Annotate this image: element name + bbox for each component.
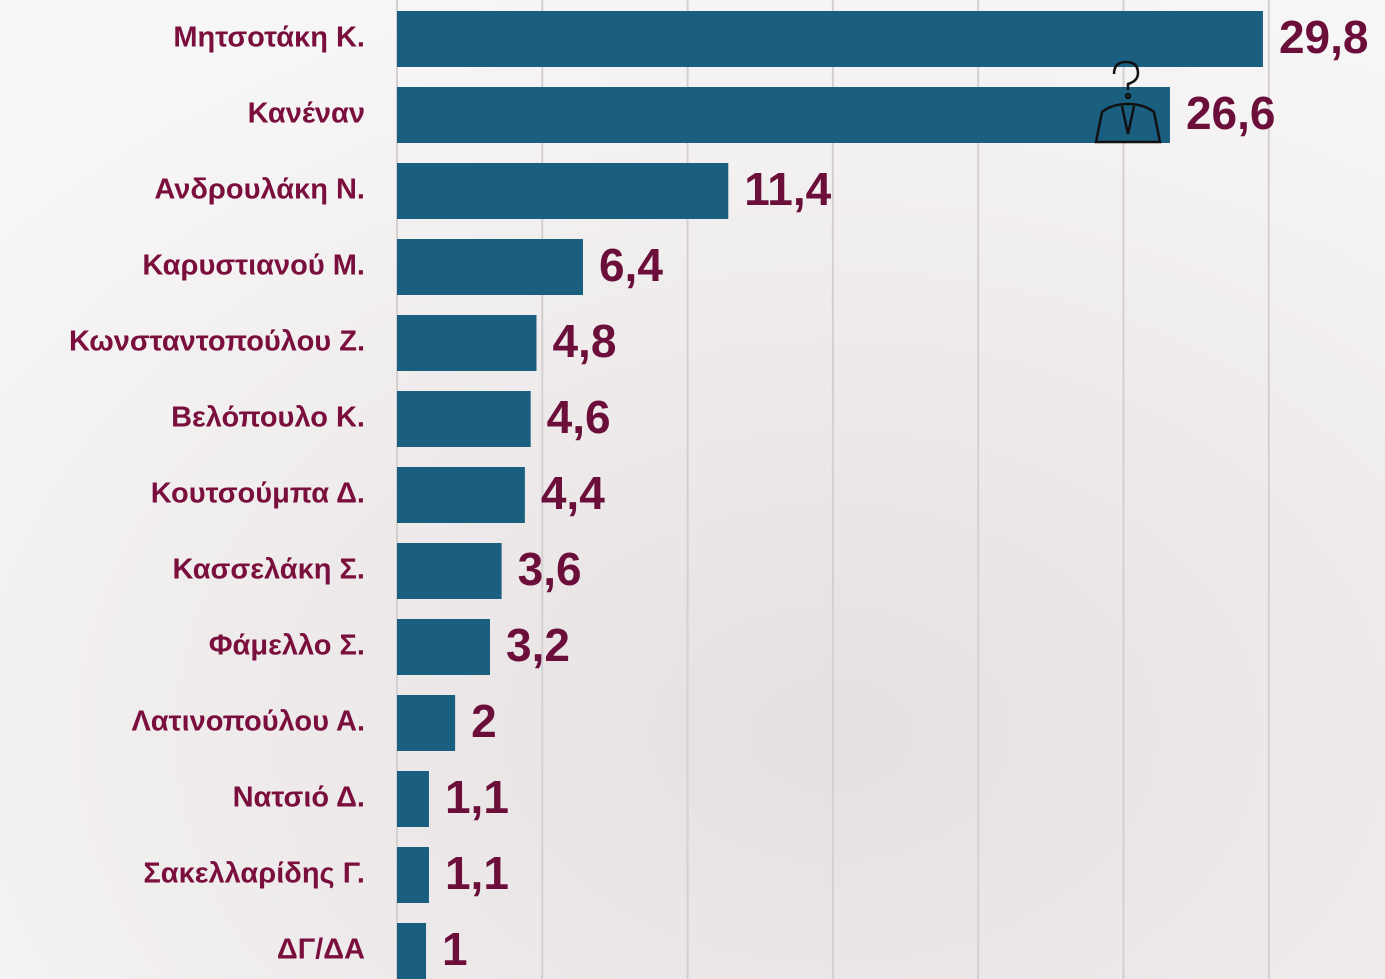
value-label: 26,6 [1186, 87, 1276, 139]
category-label: Κωνσταντοπούλου Ζ. [69, 326, 365, 358]
value-label: 29,8 [1279, 11, 1369, 63]
value-label: 4,4 [541, 467, 605, 519]
bar [397, 11, 1263, 67]
value-label: 4,6 [547, 391, 611, 443]
bar [397, 467, 525, 523]
value-label: 1,1 [445, 847, 509, 899]
value-label: 3,6 [518, 543, 582, 595]
category-label: Νατσιό Δ. [233, 782, 365, 814]
bar [397, 771, 429, 827]
bar [397, 87, 1170, 143]
bar [397, 543, 502, 599]
bar [397, 847, 429, 903]
category-label: Καρυστιανού Μ. [142, 250, 365, 282]
category-label: Κουτσούμπα Δ. [151, 478, 365, 510]
bar [397, 619, 490, 675]
bar [397, 391, 531, 447]
bar [397, 163, 728, 219]
bar [397, 923, 426, 979]
category-label: Κασσελάκη Σ. [172, 554, 365, 586]
bar [397, 695, 455, 751]
value-label: 6,4 [599, 239, 663, 291]
value-label: 3,2 [506, 619, 570, 671]
category-label: Μητσοτάκη Κ. [173, 22, 365, 54]
category-label: ΔΓ/ΔΑ [277, 934, 365, 966]
value-label: 1,1 [445, 771, 509, 823]
category-label: Σακελλαρίδης Γ. [143, 858, 365, 890]
category-label: Βελόπουλο Κ. [171, 402, 365, 434]
value-label: 1 [442, 923, 468, 975]
value-label: 11,4 [744, 163, 831, 215]
category-label: Φάμελλο Σ. [209, 630, 365, 662]
chart: Μητσοτάκη Κ. 29,8 Κανέναν 26,6 Ανδρουλάκη Ν.… [0, 0, 1385, 979]
category-label: Λατινοπούλου Α. [131, 706, 365, 738]
value-label: 4,8 [552, 315, 616, 367]
bar [397, 315, 536, 371]
value-label: 2 [471, 695, 497, 747]
category-label: Ανδρουλάκη Ν. [154, 174, 365, 206]
category-label: Κανέναν [248, 98, 365, 130]
bar [397, 239, 583, 295]
